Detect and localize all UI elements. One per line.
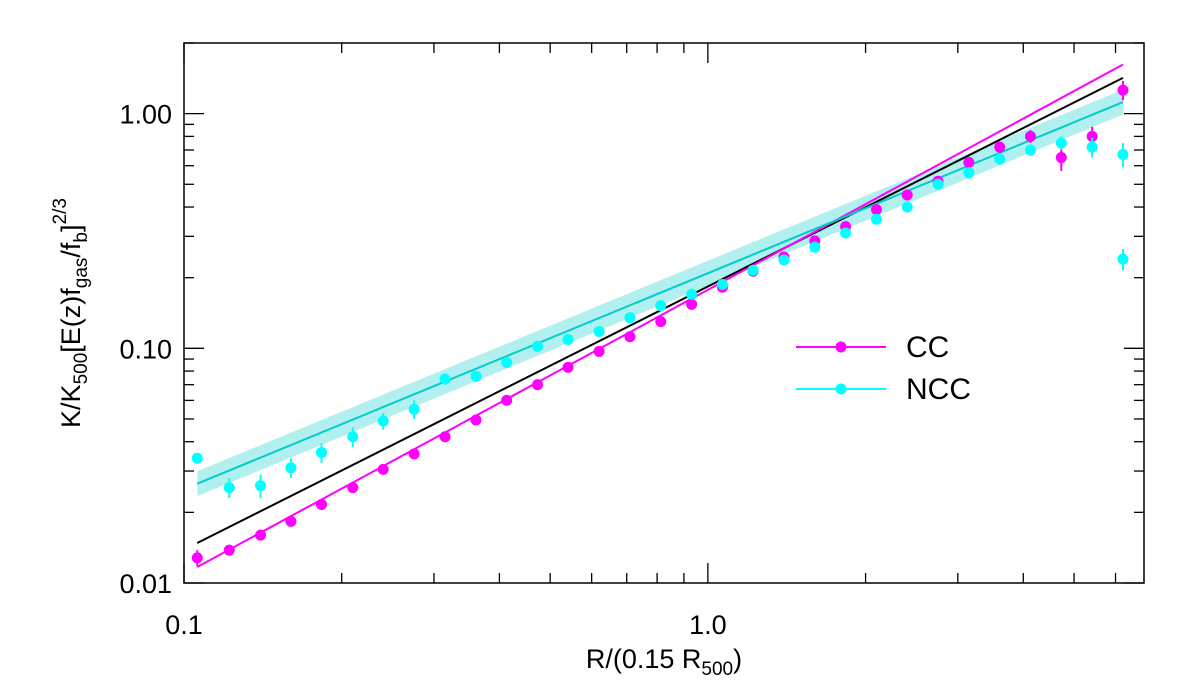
ncc-point <box>1086 141 1098 153</box>
axis-tick-labels: 0.1 1.0 0.01 0.10 1.00 <box>119 100 726 640</box>
ncc-point <box>223 482 235 494</box>
ncc-point <box>994 153 1006 165</box>
ncc-point <box>901 201 913 213</box>
y-tick-label: 0.10 <box>119 334 172 364</box>
fit-line <box>196 63 1124 568</box>
cc-point <box>285 515 297 527</box>
ncc-point <box>501 357 513 369</box>
y-tick-label: 0.01 <box>119 569 172 599</box>
fit-lines <box>196 63 1124 568</box>
x-axis-title: R/(0.15 R500) <box>586 644 742 680</box>
legend-cc-label: CC <box>906 331 949 364</box>
cc-point <box>562 361 574 373</box>
cc-point <box>655 316 667 328</box>
data-points <box>191 80 1129 567</box>
cc-point <box>901 189 913 201</box>
plot-frame <box>183 42 1145 584</box>
ncc-point <box>439 373 451 385</box>
ncc-point <box>747 264 759 276</box>
ncc-point <box>315 446 327 458</box>
ncc-point <box>716 279 728 291</box>
cc-point <box>870 204 882 216</box>
ncc-point <box>532 340 544 352</box>
cc-point <box>377 463 389 475</box>
cc-point <box>439 431 451 443</box>
cc-point <box>593 345 605 357</box>
cc-point <box>255 529 267 541</box>
ncc-point <box>562 334 574 346</box>
cc-point <box>624 331 636 343</box>
x-tick-label: 1.0 <box>689 610 727 640</box>
ncc-point <box>1055 137 1067 149</box>
ncc-point <box>593 325 605 337</box>
ncc-point <box>470 370 482 382</box>
ncc-point <box>1117 148 1129 160</box>
cc-point <box>347 482 359 494</box>
cc-point <box>470 414 482 426</box>
y-axis-title: K/K500[E(z)fgas/fb]2/3 <box>50 198 92 428</box>
cc-point <box>408 448 420 460</box>
cc-point <box>532 379 544 391</box>
ncc-point <box>255 480 267 492</box>
y-tick-label: 1.00 <box>119 100 172 130</box>
cc-point <box>223 544 235 556</box>
ncc-point <box>347 431 359 443</box>
ncc-point <box>285 462 297 474</box>
cc-point <box>1024 130 1036 142</box>
ncc-point <box>809 241 821 253</box>
fit-line <box>196 101 1124 485</box>
cc-point <box>963 156 975 168</box>
legend-cc-marker <box>835 341 847 353</box>
ncc-point <box>778 254 790 266</box>
ncc-point <box>963 167 975 179</box>
cc-point <box>686 298 698 310</box>
ncc-point <box>377 415 389 427</box>
ncc-outlier-point <box>1117 253 1129 265</box>
cc-point <box>994 141 1006 153</box>
x-tick-label: 0.1 <box>165 610 203 640</box>
ncc-point <box>686 288 698 300</box>
ncc-point <box>624 312 636 324</box>
cc-point <box>1055 152 1067 164</box>
legend-ncc-label: NCC <box>906 373 971 406</box>
legend: CC NCC <box>796 331 971 406</box>
cc-point <box>501 394 513 406</box>
cc-point <box>315 499 327 511</box>
ncc-point <box>408 403 420 415</box>
axis-ticks <box>183 42 1144 584</box>
ncc-point <box>1024 144 1036 156</box>
cc-point <box>1086 130 1098 142</box>
ncc-point <box>655 300 667 312</box>
cc-point <box>1117 84 1129 96</box>
legend-ncc-marker <box>835 383 847 395</box>
ncc-point <box>191 452 203 464</box>
ncc-point <box>840 227 852 239</box>
ncc-point <box>870 213 882 225</box>
cc-point <box>191 552 203 564</box>
ncc-point <box>932 178 944 190</box>
